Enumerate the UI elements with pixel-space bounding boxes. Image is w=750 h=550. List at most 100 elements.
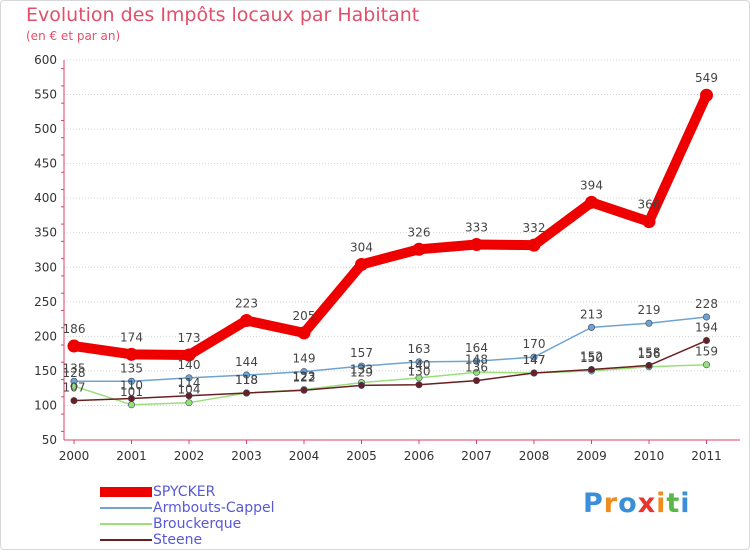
data-label: 107 — [63, 381, 86, 395]
data-label: 136 — [465, 361, 488, 375]
legend-swatch — [100, 487, 152, 497]
legend-label: Steene — [153, 532, 203, 548]
legend-swatch — [100, 539, 152, 541]
data-label: 223 — [235, 296, 258, 310]
data-label: 156 — [638, 347, 661, 361]
data-point — [472, 357, 480, 365]
data-point — [185, 374, 193, 382]
data-label: 326 — [408, 225, 431, 239]
data-label: 157 — [350, 346, 373, 360]
series-line — [69, 90, 712, 361]
data-label: 158 — [638, 345, 661, 359]
data-label: 332 — [523, 221, 546, 235]
x-tick-label: 2005 — [346, 449, 377, 463]
logo-letter: r — [603, 488, 619, 519]
data-label: 149 — [293, 352, 316, 366]
x-tick-label: 2010 — [634, 449, 665, 463]
line-chart: 50 100 150 200 250 300 350 400 450 500 550 600 2000 2… — [34, 53, 740, 463]
data-point — [470, 237, 483, 251]
y-tick-label: 400 — [34, 191, 57, 205]
data-point — [70, 382, 78, 390]
data-label: 219 — [638, 303, 661, 317]
data-label: 114 — [178, 376, 201, 390]
data-point — [240, 313, 253, 327]
x-tick-label: 2000 — [59, 449, 90, 463]
data-label: 123 — [293, 370, 316, 384]
x-tick-label: 2009 — [576, 449, 607, 463]
data-label: 194 — [695, 321, 718, 335]
data-label: 118 — [235, 373, 258, 387]
y-tick-label: 450 — [34, 157, 57, 171]
data-point — [472, 377, 480, 385]
data-point — [645, 319, 653, 327]
data-point — [585, 195, 598, 209]
x-tick-label: 2003 — [231, 449, 262, 463]
data-point — [128, 377, 136, 385]
logo-letter: x — [637, 488, 657, 519]
data-label: 144 — [235, 355, 258, 369]
chart-title: Evolution des Impôts locaux par Habitant — [26, 4, 420, 26]
data-point — [185, 392, 193, 400]
data-label: 163 — [408, 342, 431, 356]
legend-label: Armbouts-Cappel — [153, 500, 275, 516]
data-label: 122 — [293, 370, 316, 384]
series-line — [73, 316, 708, 383]
data-point — [300, 368, 308, 376]
data-point — [357, 381, 365, 389]
data-point — [472, 368, 480, 376]
y-tick-label: 500 — [34, 122, 57, 136]
data-label: 205 — [293, 309, 316, 323]
data-point — [355, 258, 368, 272]
data-label: 148 — [465, 352, 488, 366]
data-point — [645, 361, 653, 369]
data-point — [700, 88, 713, 102]
y-tick-label: 600 — [34, 53, 57, 67]
data-point — [297, 326, 311, 340]
data-label: 228 — [695, 297, 718, 311]
data-label: 174 — [120, 330, 143, 344]
data-point — [243, 371, 251, 379]
logo-letter: i — [680, 488, 691, 519]
y-tick-label: 550 — [34, 88, 57, 102]
data-label: 333 — [465, 220, 488, 234]
x-tick-label: 2007 — [461, 449, 492, 463]
data-point — [70, 397, 78, 405]
data-point — [185, 399, 193, 407]
proxiti-logo: Proxiti — [583, 488, 691, 519]
data-label: 133 — [350, 363, 373, 377]
data-label: 304 — [350, 241, 373, 255]
y-tick-label: 200 — [34, 329, 57, 343]
data-label: 128 — [63, 366, 86, 380]
data-point — [412, 242, 426, 256]
data-label: 150 — [580, 351, 603, 365]
data-label: 101 — [120, 385, 143, 399]
data-point — [702, 313, 710, 321]
y-tick-label: 300 — [34, 260, 57, 274]
data-point — [67, 339, 81, 353]
data-point — [702, 361, 710, 369]
data-point — [243, 389, 251, 397]
data-label: 140 — [178, 358, 201, 372]
series-steene — [70, 337, 710, 405]
data-point — [530, 369, 538, 377]
data-label: 135 — [63, 361, 86, 375]
x-tick-label: 2001 — [116, 449, 147, 463]
series-line — [73, 339, 708, 402]
data-label: 147 — [523, 353, 546, 367]
data-point — [587, 323, 595, 331]
series-spycker — [67, 88, 713, 362]
y-tick-label: 100 — [34, 398, 57, 412]
x-tick-label: 2006 — [404, 449, 435, 463]
data-label: 186 — [63, 322, 86, 336]
data-label: 366 — [638, 198, 661, 212]
data-point — [415, 358, 423, 366]
x-tick-label: 2002 — [174, 449, 205, 463]
data-label: 164 — [465, 341, 488, 355]
data-label: 173 — [178, 331, 201, 345]
data-point — [415, 381, 423, 389]
x-tick-label: 2011 — [691, 449, 722, 463]
data-point — [587, 366, 595, 374]
y-tick-label: 50 — [42, 433, 57, 447]
data-label: 147 — [523, 353, 546, 367]
chart-subtitle: (en € et par an) — [26, 29, 121, 43]
